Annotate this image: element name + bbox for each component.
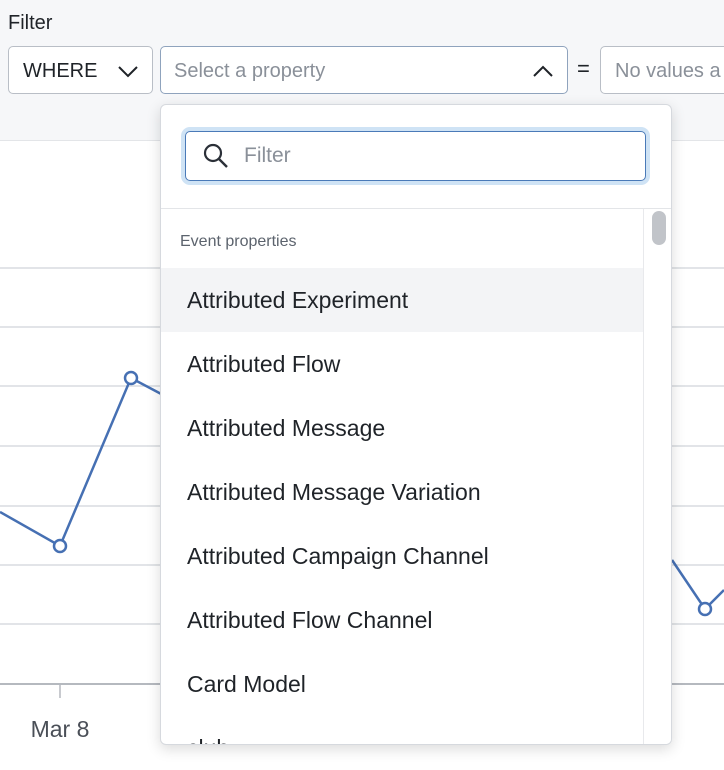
property-option[interactable]: Attributed Flow Channel [187,607,433,633]
scrollbar[interactable] [643,209,671,744]
property-option[interactable]: Attributed Experiment [161,268,643,332]
value-select[interactable]: No values a [600,46,724,94]
section-title: Event properties [180,233,297,250]
property-select[interactable]: Select a property [160,46,568,94]
property-option[interactable]: Attributed Message [187,415,386,441]
filter-label: Filter [8,12,53,34]
x-tick-label: Mar 8 [31,716,90,742]
property-option[interactable]: Attributed Campaign Channel [187,543,489,569]
property-placeholder: Select a property [174,60,326,82]
property-option[interactable]: Card Model [187,671,306,697]
operator: = [577,56,590,81]
property-option[interactable]: Attributed Message Variation [187,479,481,505]
chevron-down [118,66,138,78]
where-text: WHERE [23,60,98,82]
property-option[interactable]: Attributed Flow [187,351,341,377]
search-placeholder: Filter [244,144,291,167]
property-option[interactable]: club [161,716,643,744]
scroll-thumb[interactable] [652,211,666,245]
where-button[interactable]: WHERE [8,46,153,94]
search-input[interactable]: Filter [185,131,646,181]
chevron-up [533,65,553,77]
search-icon [203,143,228,168]
property-dropdown: Filter Event properties Attributed Exper… [160,104,672,745]
separator [161,208,671,209]
value-placeholder: No values a [615,60,721,82]
